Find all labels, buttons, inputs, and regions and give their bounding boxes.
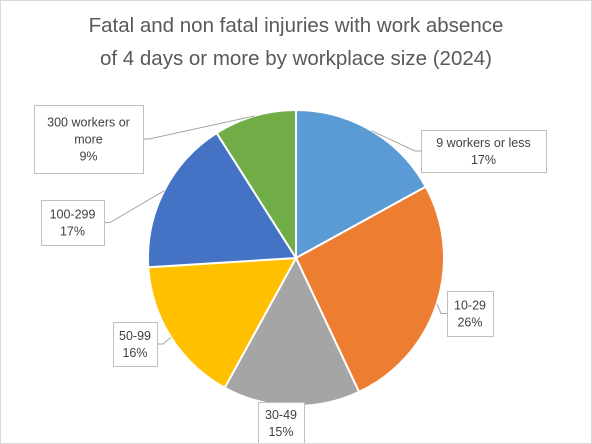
data-label-value: 17% <box>60 225 85 239</box>
pie-slice-100-299 <box>146 131 298 269</box>
data-label-category: 300 workers or <box>47 116 130 130</box>
data-label-value: 17% <box>471 153 496 167</box>
leader-line-100-299 <box>104 190 165 223</box>
data-label-category: 9 workers or less <box>436 136 530 150</box>
leader-line-9-workers-or-less <box>371 130 421 152</box>
data-label-box-10-29 <box>447 291 494 337</box>
chart-title: Fatal and non fatal injuries with work a… <box>1 9 591 75</box>
leader-line-10-29 <box>436 303 447 314</box>
data-label-category: more <box>74 133 103 147</box>
data-label-category: 50-99 <box>119 329 151 343</box>
data-label-value: 9% <box>79 150 97 164</box>
data-label-box-9-workers-or-less <box>421 130 547 173</box>
chart-title-line-2: of 4 days or more by workplace size (202… <box>100 47 492 70</box>
data-label-category: 10-29 <box>454 299 486 313</box>
data-label-category: 30-49 <box>265 408 297 422</box>
pie-slice-300-workers-or-more <box>215 108 297 262</box>
data-label-box-300-workers-or-more <box>34 105 144 174</box>
chart-title-line-1: Fatal and non fatal injuries with work a… <box>88 14 504 37</box>
pie-slice-50-99 <box>147 256 298 390</box>
leader-line-300-workers-or-more <box>143 115 255 140</box>
leader-line-50-99 <box>157 336 172 345</box>
data-label-value: 16% <box>122 346 147 360</box>
data-label-value: 15% <box>268 425 293 439</box>
data-label-value: 26% <box>457 316 482 330</box>
data-label-category: 100-299 <box>50 208 96 222</box>
data-label-box-30-49 <box>258 402 305 443</box>
data-label-box-100-299 <box>41 200 105 246</box>
data-label-box-50-99 <box>113 322 158 367</box>
